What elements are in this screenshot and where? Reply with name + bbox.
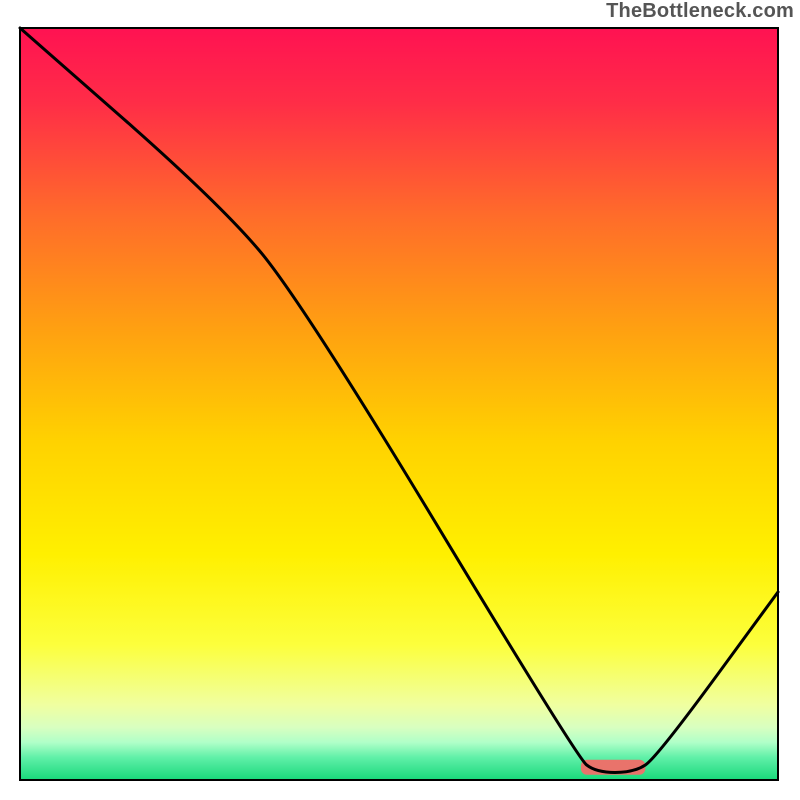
plot-background (20, 28, 778, 780)
bottleneck-chart (0, 0, 800, 800)
image-root: TheBottleneck.com (0, 0, 800, 800)
